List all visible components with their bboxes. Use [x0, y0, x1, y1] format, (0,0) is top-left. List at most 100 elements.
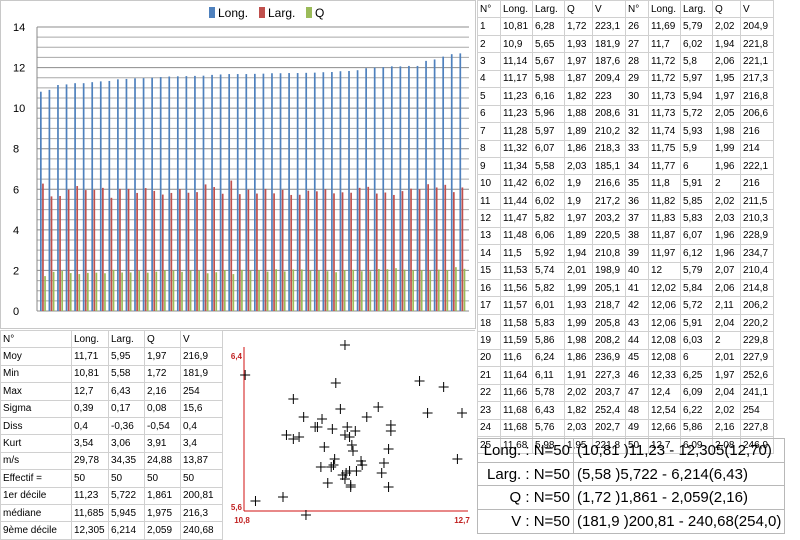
data-cell: 1,87 [564, 69, 593, 89]
data-cell: 2 [712, 331, 741, 350]
bar-long [57, 85, 59, 311]
data-cell: 1,91 [564, 366, 593, 385]
data-cell: 5,82 [532, 278, 565, 298]
data-cell: 203,7 [592, 383, 626, 403]
bar-larg [452, 192, 455, 311]
data-row: 2 10,9 5,65 1,93 181,9 27 11,7 6,02 1,94 221,8 [477, 34, 774, 54]
data-cell: 227,3 [592, 366, 626, 385]
data-cell: 5,9 [680, 139, 713, 158]
data-cell: 17 [477, 296, 501, 315]
stats-cell: 1,72 [144, 364, 181, 384]
bar-larg [67, 189, 70, 311]
y-tick-label: 6 [13, 184, 19, 196]
scatter-point [317, 414, 328, 424]
bar-larg [418, 189, 421, 311]
data-cell: 3 [477, 52, 501, 71]
data-cell: 205,8 [592, 313, 626, 333]
bar-long [194, 75, 196, 311]
data-cell: 210,3 [740, 209, 774, 228]
data-cell: 8 [477, 139, 501, 158]
bar-q [215, 272, 218, 311]
data-header-cell: N° [477, 0, 501, 19]
bar-larg [333, 193, 335, 311]
data-cell: 21 [477, 366, 501, 385]
data-cell: 209,4 [592, 69, 626, 89]
data-header-cell: Long. [648, 0, 681, 19]
bar-q [172, 270, 175, 311]
stats-cell: médiane [0, 503, 72, 523]
bar-q [463, 268, 466, 311]
scatter-point [288, 434, 299, 444]
stats-cell: -0,54 [144, 416, 181, 436]
stats-cell: Max [0, 382, 72, 401]
data-cell: 2,03 [712, 209, 741, 228]
summary-label: Q : N=50 [477, 485, 574, 511]
data-row: 1 10,81 6,28 1,72 223,1 26 11,69 5,79 2,02 204,9 [477, 17, 774, 36]
data-row: 5 11,23 6,16 1,82 223 30 11,73 5,94 1,97 216,8 [477, 87, 774, 106]
data-cell: 6,22 [680, 401, 713, 420]
scatter-point [356, 456, 367, 466]
data-cell: 2,02 [712, 17, 741, 36]
bar-long [202, 75, 205, 311]
data-cell: 5,85 [680, 191, 713, 211]
data-cell: 6,06 [532, 226, 565, 246]
scatter-point [342, 422, 353, 432]
data-cell: 5,98 [532, 69, 565, 89]
scatter-point [339, 340, 350, 350]
bar-q [87, 272, 89, 311]
data-cell: 11,77 [648, 156, 681, 176]
data-cell: 1,96 [712, 156, 741, 176]
bar-q [403, 269, 406, 311]
data-cell: 217,2 [592, 191, 626, 211]
data-cell: 1,9 [564, 191, 593, 211]
data-cell: 6,07 [532, 139, 565, 158]
scatter-point [319, 442, 330, 452]
data-cell: 11,56 [500, 278, 533, 298]
stats-row: Moy 11,71 5,95 1,97 216,9 [0, 347, 223, 366]
bar-q [301, 269, 303, 311]
legend-swatch [259, 7, 265, 18]
data-cell: 5,8 [680, 52, 713, 71]
data-header-cell: Larg. [532, 0, 565, 19]
data-cell: 11,17 [500, 69, 533, 89]
scatter-point [351, 466, 362, 476]
legend-swatch [209, 7, 215, 18]
bar-q [44, 276, 46, 311]
scatter-point [457, 408, 467, 418]
bar-long [219, 74, 222, 312]
stats-header-cell: Larg. [108, 329, 145, 349]
stats-cell: 9ème décile [0, 521, 72, 540]
stats-header-cell: V [180, 329, 223, 349]
bar-long [245, 74, 248, 311]
data-cell: 5,91 [680, 313, 713, 333]
bar-q [61, 271, 64, 311]
data-cell: 6,43 [532, 401, 565, 420]
data-cell: 1,95 [712, 69, 741, 89]
data-cell: 214,8 [740, 278, 774, 298]
bar-long [48, 89, 51, 311]
bar-long [236, 74, 239, 311]
data-cell: 43 [625, 313, 649, 333]
y-tick-label: 2 [13, 265, 19, 277]
bar-larg [358, 187, 361, 311]
stats-cell: 3,54 [71, 434, 109, 453]
bar-q [369, 271, 372, 311]
data-row: 24 11,68 5,76 2,03 202,7 49 12,66 5,86 2,16 227,8 [477, 418, 774, 437]
stats-header-row: N° Long. Larg. Q V [0, 329, 223, 349]
y-tick-label: 14 [13, 22, 25, 34]
scatter-point [278, 492, 289, 502]
bar-larg [247, 189, 250, 311]
bar-long [151, 77, 153, 311]
stats-header-cell: Long. [71, 329, 109, 349]
data-cell: 2,03 [564, 156, 593, 176]
data-cell: 6,03 [680, 331, 713, 350]
bar-long [279, 73, 282, 311]
legend-label: Larg. [268, 6, 295, 20]
bar-q [249, 270, 252, 311]
data-cell: 227,8 [740, 418, 774, 437]
bar-larg [50, 196, 53, 311]
data-cell: 5,96 [532, 104, 565, 124]
bar-larg [264, 188, 267, 311]
data-cell: 5,97 [532, 122, 565, 141]
stats-cell: 0,17 [108, 399, 145, 418]
